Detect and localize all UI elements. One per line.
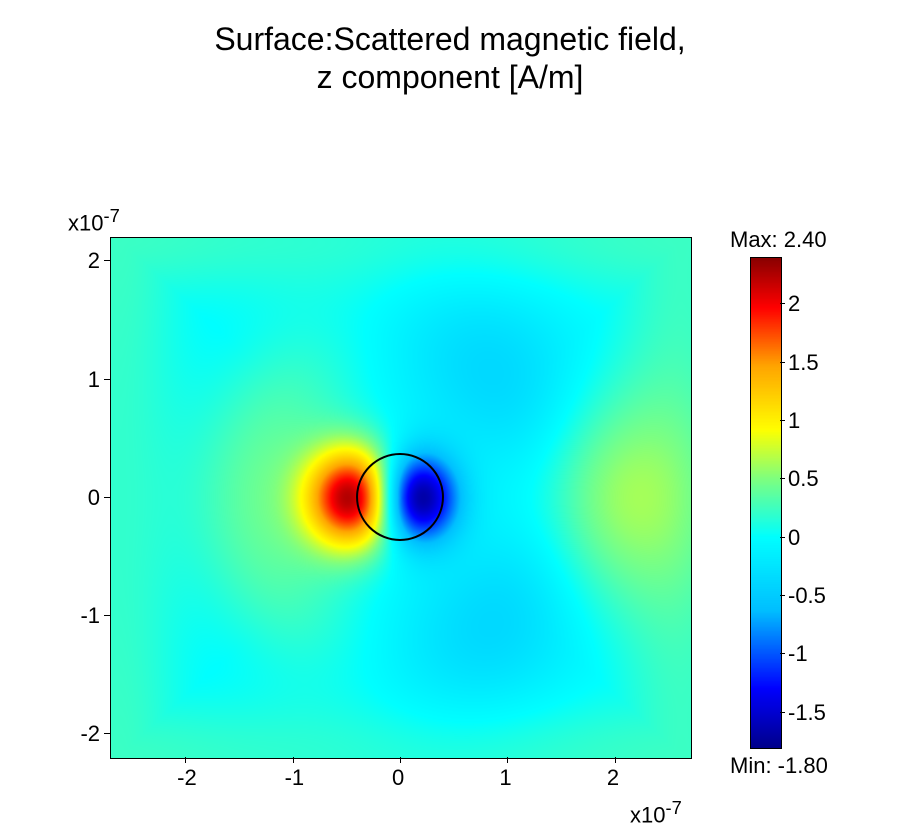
- colorbar-tick-label: 1.5: [788, 350, 819, 376]
- x-tick-label: 2: [607, 765, 619, 791]
- colorbar-tick-label: -0.5: [788, 583, 826, 609]
- colorbar: [750, 257, 782, 749]
- x-tick-label: 0: [392, 765, 404, 791]
- title-line1: Surface:Scattered magnetic field,: [214, 21, 685, 57]
- colorbar-tick-label: 1: [788, 408, 800, 434]
- colorbar-tick-label: 2: [788, 291, 800, 317]
- colorbar-tick-label: -1: [788, 641, 808, 667]
- colorbar-min-label: Min: -1.80: [730, 753, 828, 779]
- x-tick-label: -2: [177, 765, 197, 791]
- y-tick-label: -2: [80, 721, 100, 747]
- colorbar-tick-label: -1.5: [788, 700, 826, 726]
- y-tick-label: -1: [80, 603, 100, 629]
- y-tick-label: 0: [88, 485, 100, 511]
- y-tick-label: 2: [88, 248, 100, 274]
- y-tick-label: 1: [88, 367, 100, 393]
- colorbar-tick-label: 0.5: [788, 466, 819, 492]
- chart-title: Surface:Scattered magnetic field, z comp…: [20, 20, 880, 97]
- colorbar-tick-label: 0: [788, 525, 800, 551]
- x-tick-label: -1: [285, 765, 305, 791]
- chart-container: Surface:Scattered magnetic field, z comp…: [20, 20, 880, 780]
- title-line2: z component [A/m]: [317, 59, 584, 95]
- y-axis-multiplier: x10-7: [68, 205, 120, 236]
- heatmap-surface: [110, 237, 692, 759]
- x-tick-label: 1: [499, 765, 511, 791]
- colorbar-max-label: Max: 2.40: [730, 227, 827, 253]
